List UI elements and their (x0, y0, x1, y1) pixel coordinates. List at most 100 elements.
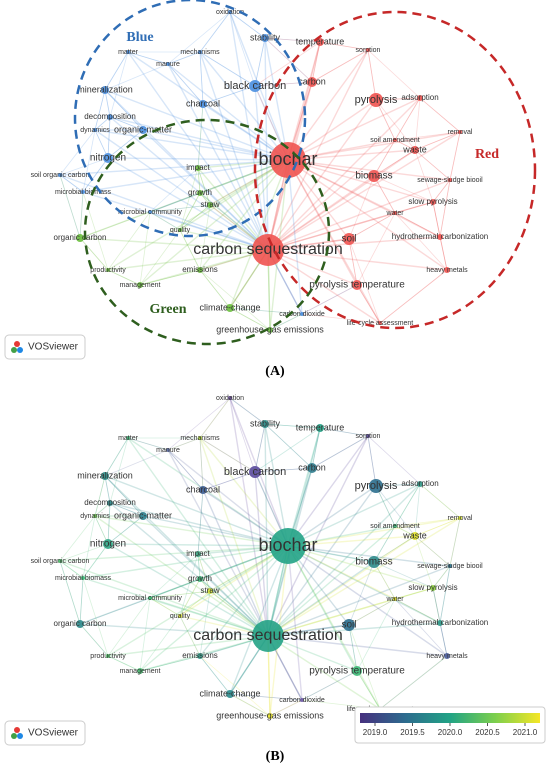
node (448, 564, 452, 568)
node (458, 130, 462, 134)
edge (414, 535, 434, 589)
edge (301, 284, 358, 315)
node (228, 396, 232, 400)
node (417, 481, 423, 487)
node (261, 34, 269, 42)
edge (414, 149, 451, 181)
node-label: pyrolysis temperature (309, 666, 405, 677)
edge (139, 211, 151, 286)
edge (107, 545, 289, 657)
edge (197, 553, 201, 580)
edge (394, 201, 434, 214)
node-label: quality (170, 227, 191, 234)
edge (264, 423, 269, 637)
edge (264, 423, 289, 547)
edge (167, 51, 201, 65)
edge (59, 174, 81, 239)
edge (107, 249, 269, 271)
node (103, 539, 113, 549)
edge (367, 435, 377, 487)
node-label: productivity (90, 267, 126, 274)
edge (149, 590, 211, 599)
node-label: microbial biomass (55, 189, 112, 196)
edge (149, 204, 211, 213)
edge (179, 590, 211, 617)
node (101, 86, 109, 94)
node-label: emissions (182, 265, 218, 274)
edge (394, 131, 461, 141)
node (137, 668, 143, 674)
edge (149, 597, 181, 617)
edge (379, 269, 448, 324)
edge (197, 489, 204, 555)
edge (199, 437, 289, 547)
logo-icon (17, 733, 23, 739)
node-label: pyrolysis (355, 94, 398, 106)
edge (348, 212, 396, 240)
edge (264, 37, 321, 43)
edge (414, 131, 461, 151)
edge (287, 159, 358, 286)
edge (254, 467, 313, 473)
edge (373, 535, 416, 563)
edge (197, 489, 204, 555)
edge (394, 97, 421, 141)
node (106, 268, 110, 272)
edge (199, 51, 269, 251)
edge (414, 149, 451, 181)
edge (267, 236, 441, 251)
node-label: waste (402, 530, 427, 540)
edge (348, 598, 396, 626)
edge (199, 11, 231, 53)
node-label: management (120, 282, 161, 289)
node (101, 472, 109, 480)
edge (254, 81, 313, 87)
edge (287, 545, 396, 600)
node (106, 654, 110, 658)
node-label: matter (118, 435, 139, 442)
node (226, 690, 234, 698)
edge (287, 49, 369, 161)
edge (107, 211, 151, 271)
node (148, 596, 152, 600)
node-label: waste (402, 144, 427, 154)
edge (127, 51, 269, 251)
node-label: organic carbon (54, 619, 107, 628)
node (178, 228, 182, 232)
edge (104, 475, 111, 504)
edge (179, 578, 201, 617)
node-label: mechanisms (180, 435, 220, 442)
edge (267, 535, 416, 637)
edge (167, 11, 231, 65)
edge (375, 97, 421, 101)
edge (94, 475, 106, 517)
edge (179, 192, 201, 231)
logo-icon (11, 347, 17, 353)
edge (167, 449, 204, 491)
edge (79, 545, 289, 625)
node (197, 576, 203, 582)
edge (356, 212, 396, 286)
node-label: biochar (258, 535, 317, 555)
edge (199, 51, 204, 105)
edge (348, 561, 375, 626)
edge (199, 269, 271, 331)
edge (199, 397, 231, 439)
edge (287, 545, 303, 701)
node (444, 653, 450, 659)
edge (82, 577, 269, 637)
edge (139, 159, 289, 286)
edge (107, 502, 111, 545)
node (228, 10, 232, 14)
edge (107, 515, 144, 545)
edge (419, 483, 461, 519)
edge (199, 204, 211, 271)
edge (373, 535, 416, 563)
edge (287, 139, 396, 161)
edge (439, 622, 448, 657)
edge (199, 437, 269, 637)
node-label: organic-matter (114, 124, 172, 134)
node (430, 585, 436, 591)
node (343, 233, 355, 245)
edge (287, 159, 303, 315)
